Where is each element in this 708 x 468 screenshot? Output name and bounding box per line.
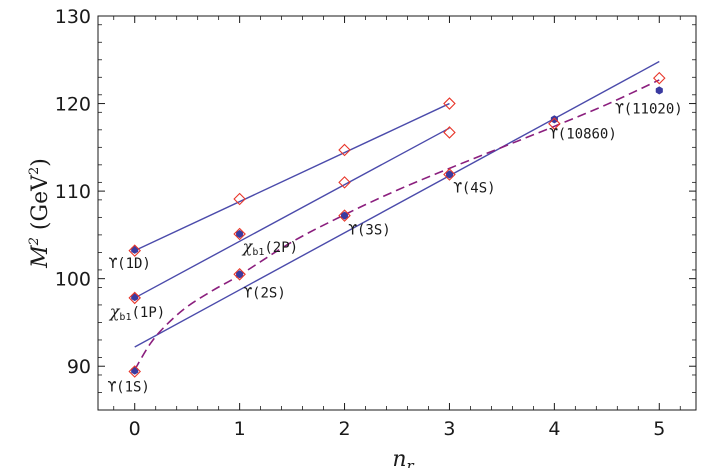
y-tick-label: 130 [55, 6, 91, 28]
y-axis-title-sup: 2 [27, 237, 42, 246]
experiment-point [655, 86, 663, 95]
state-label-quantum: (2P) [264, 240, 298, 256]
theory-point [443, 168, 456, 181]
state-label-subscript: b1 [119, 312, 131, 323]
y-axis-title-close: ) [28, 158, 53, 167]
curves-layer [134, 60, 660, 371]
points-layer [128, 71, 666, 378]
state-label-symbol: χ [109, 302, 121, 321]
annotations-layer: ϒ(1S)χb1(1P)ϒ(1D)ϒ(2S)χb1(2P)ϒ(3S)ϒ(4S)ϒ… [108, 101, 683, 395]
theory-point [338, 143, 351, 157]
state-label: ϒ(4S) [453, 180, 495, 196]
y-axis-title: M2 (GeV2) [27, 158, 53, 269]
state-label-symbol: χ [242, 237, 254, 256]
y-tick-label: 120 [55, 94, 91, 116]
state-label: ϒ(10860) [549, 126, 616, 142]
x-axis-title-sub: r [407, 457, 415, 468]
ticks-layer: 0 1 2 3 4 5 90 100 110 120 130 [55, 6, 696, 440]
theory-point [233, 192, 246, 206]
state-label: ϒ(1S) [108, 380, 150, 396]
theory-point [128, 291, 141, 305]
y-tick-label: 90 [67, 356, 91, 378]
theory-point [128, 244, 141, 257]
state-label: χb1(1P) [109, 302, 165, 323]
theory-point [338, 209, 351, 222]
theory-point [548, 117, 561, 130]
linear-fit-line [134, 60, 660, 348]
y-axis-title-main: M [28, 245, 53, 269]
theory-point [443, 97, 456, 110]
linear-fit-line [134, 102, 450, 252]
state-label-quantum: (1P) [131, 305, 165, 321]
x-tick-label: 5 [653, 418, 665, 440]
y-tick-label: 100 [55, 269, 91, 291]
state-label: ϒ(11020) [615, 101, 682, 117]
x-tick-label: 0 [129, 418, 141, 440]
linear-fit-line [134, 127, 450, 299]
experiment-point [550, 115, 558, 124]
theory-point [338, 176, 351, 189]
y-tick-label: 110 [55, 181, 91, 203]
state-label: ϒ(1D) [109, 256, 151, 272]
x-tick-label: 4 [548, 418, 560, 440]
theory-point [233, 268, 246, 281]
state-label-subscript: b1 [252, 247, 264, 258]
y-axis-title-unit-sup: 2 [27, 167, 42, 175]
screened-potential-curve [134, 79, 660, 371]
x-axis-title-main: n [392, 447, 406, 468]
x-tick-label: 3 [443, 418, 455, 440]
x-tick-label: 1 [234, 418, 246, 440]
x-tick-label: 2 [338, 418, 350, 440]
state-label: ϒ(3S) [349, 223, 391, 239]
state-label: ϒ(2S) [244, 285, 286, 301]
x-axis-title: nr [392, 447, 414, 468]
state-label: χb1(2P) [242, 237, 298, 258]
y-axis-title-unit: (GeV [28, 174, 53, 237]
theory-point [128, 365, 141, 378]
theory-point [653, 71, 666, 85]
plot-frame [97, 15, 697, 411]
theory-point [443, 126, 456, 139]
theory-point [233, 227, 246, 241]
